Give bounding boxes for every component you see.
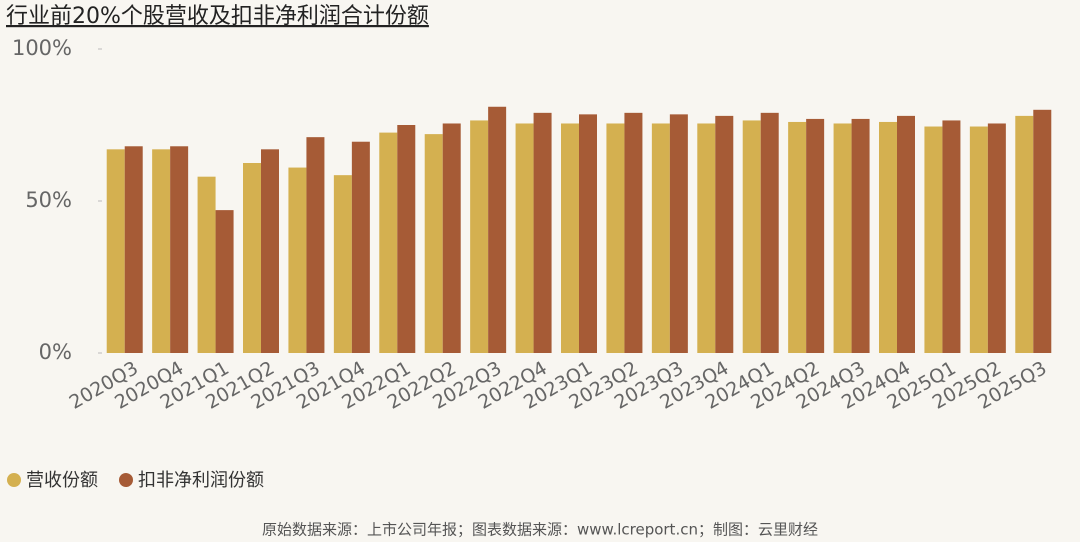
bar [987, 123, 1006, 353]
bar [306, 137, 325, 353]
bar [124, 146, 143, 353]
bar [515, 123, 534, 353]
bar [561, 123, 579, 353]
bar [806, 118, 825, 353]
bar [879, 121, 897, 354]
bar [897, 115, 915, 353]
bar [760, 112, 779, 353]
y-tick-label: 0% [39, 340, 72, 364]
bar [333, 175, 352, 353]
bar [442, 123, 461, 353]
bar [606, 123, 625, 353]
bar [152, 149, 171, 353]
bar [288, 167, 307, 353]
bar [170, 146, 189, 353]
bar [833, 123, 852, 353]
bar [851, 118, 870, 353]
bar [651, 123, 670, 353]
legend-label: 营收份额 [26, 470, 98, 491]
legend-label: 扣非净利润份额 [138, 470, 264, 491]
bar [106, 149, 125, 353]
bar [424, 134, 443, 353]
bar [397, 125, 416, 353]
bar [1015, 115, 1034, 353]
legend-marker [7, 473, 21, 487]
bar [624, 112, 643, 353]
bar [1033, 109, 1052, 353]
source-note: 原始数据来源：上市公司年报；图表数据来源：www.lcreport.cn；制图：… [262, 521, 818, 539]
y-tick-label: 50% [25, 188, 72, 212]
y-tick-label: 100% [12, 36, 72, 60]
bar [969, 126, 988, 354]
bar [379, 132, 398, 353]
bar [669, 114, 688, 353]
bar [351, 141, 370, 353]
bar [697, 123, 716, 353]
bar [742, 120, 761, 353]
bar [533, 112, 552, 353]
legend-marker [119, 473, 133, 487]
bar [715, 115, 734, 353]
bar [942, 120, 961, 353]
bar [197, 176, 216, 353]
chart-title: 行业前20%个股营收及扣非净利润合计份额 [6, 4, 429, 29]
bar [488, 106, 507, 353]
bar [243, 163, 261, 353]
bar [215, 210, 234, 353]
bar [470, 120, 489, 353]
bar [788, 121, 807, 354]
bar [261, 149, 279, 353]
bar [579, 114, 597, 353]
bar [924, 126, 943, 354]
